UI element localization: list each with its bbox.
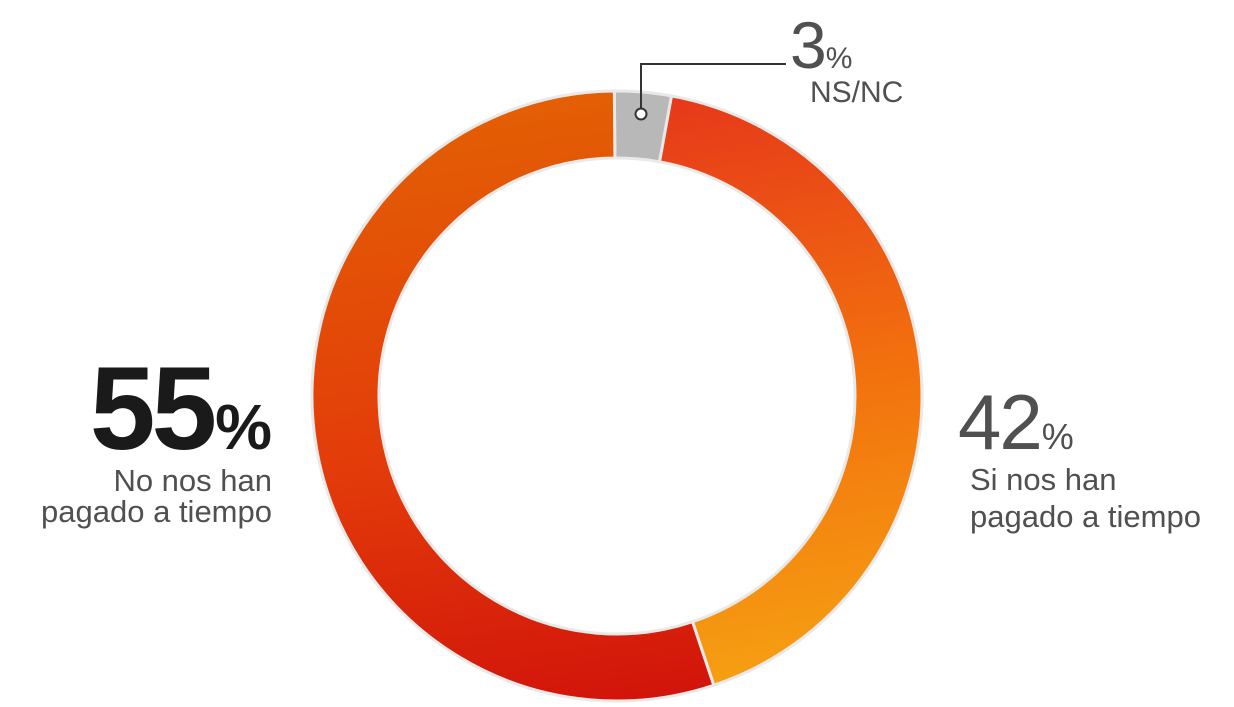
slice-si: [657, 94, 924, 688]
slice-no: [310, 89, 716, 703]
si-value: 42: [958, 378, 1043, 466]
callout-line: [640, 63, 786, 110]
label-no: 55% No nos han pagado a tiempo: [41, 350, 272, 529]
nsnc-text: NS/NC: [810, 76, 904, 109]
donut-slices: [310, 89, 924, 703]
no-line2: pagado a tiempo: [41, 493, 272, 529]
no-value: 55: [89, 343, 217, 475]
nsnc-value: 3: [790, 8, 827, 82]
si-unit: %: [1041, 416, 1074, 457]
si-line1: Si nos han: [970, 462, 1117, 497]
si-line2: pagado a tiempo: [970, 498, 1201, 534]
no-unit: %: [215, 391, 272, 463]
nsnc-callout: [634, 63, 786, 121]
callout-dot: [634, 107, 648, 121]
no-line1: No nos han: [113, 463, 272, 498]
label-si: 42% Si nos han pagado a tiempo: [958, 383, 1201, 534]
nsnc-unit: %: [825, 42, 853, 75]
label-nsnc: 3% NS/NC: [790, 12, 903, 110]
